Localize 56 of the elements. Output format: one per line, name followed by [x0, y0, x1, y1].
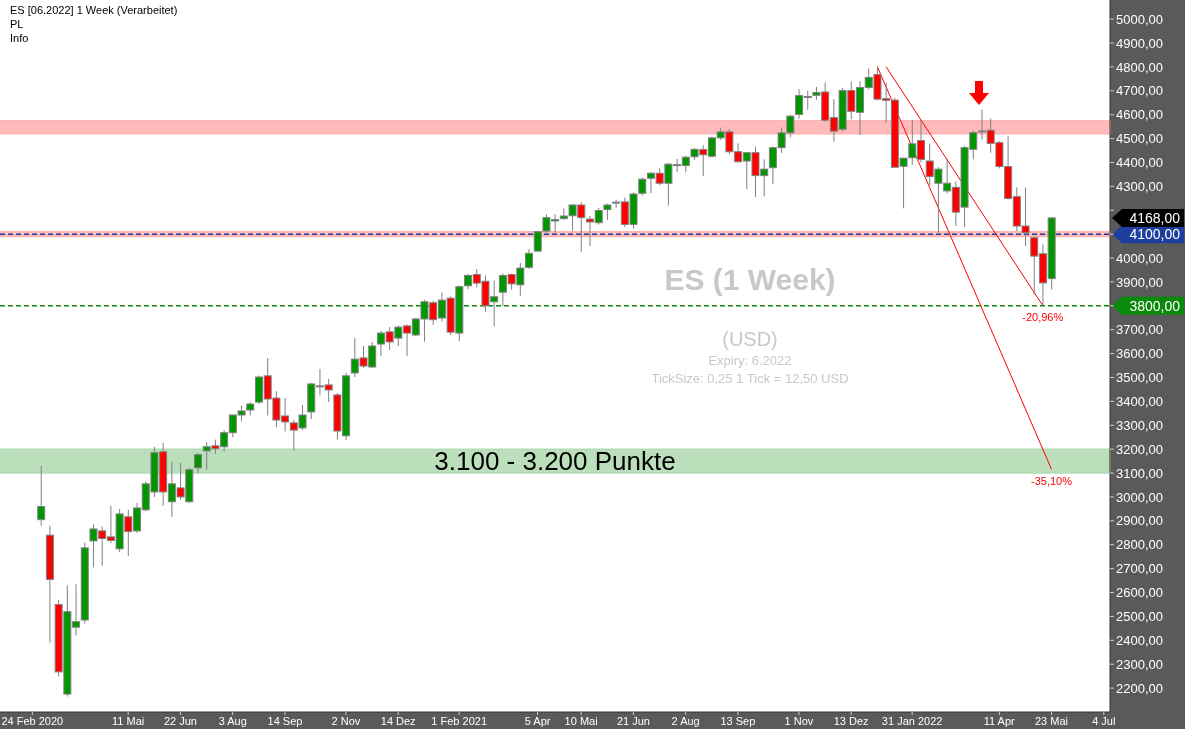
ref-line-label: 3800,00: [1129, 297, 1181, 314]
x-tick-label: 13 Sep: [720, 714, 756, 727]
x-tick-label: 14 Sep: [267, 714, 303, 727]
y-tick-label: 2400,00: [1116, 632, 1163, 648]
x-tick-label: 10 Mai: [564, 714, 598, 727]
y-tick-label: 3000,00: [1116, 489, 1163, 505]
annotation: -20,96%: [1022, 311, 1064, 324]
y-tick-label: 4900,00: [1116, 35, 1163, 51]
y-tick-label: 4300,00: [1116, 178, 1163, 194]
x-tick-label: 1 Feb 2021: [431, 714, 488, 727]
x-tick-label: 2 Nov: [331, 714, 361, 727]
candlestick: [194, 452, 202, 474]
x-tick-label: 4 Jul: [1092, 714, 1116, 727]
x-tick-label: 5 Apr: [524, 714, 551, 727]
x-tick-label: 21 Jun: [616, 714, 650, 727]
x-tick-label: 1 Nov: [784, 714, 814, 727]
annotation: -35,10%: [1031, 475, 1073, 488]
y-tick-label: 3500,00: [1116, 370, 1163, 386]
ref-line-label: 4100,00: [1129, 226, 1181, 243]
x-tick-label: 3 Aug: [218, 714, 247, 727]
y-tick-label: 3300,00: [1116, 417, 1163, 433]
y-tick-label: 4700,00: [1116, 83, 1163, 99]
chart-title: ES [06.2022] 1 Week (Verarbeitet): [10, 3, 178, 17]
y-tick-label: 3100,00: [1116, 465, 1163, 481]
annotation: Info: [10, 31, 30, 45]
x-tick-label: 13 Dez: [833, 714, 869, 727]
x-tick-label: 11 Apr: [983, 714, 1016, 727]
y-tick-label: 4800,00: [1116, 59, 1163, 75]
x-tick-label: 23 Mai: [1035, 714, 1069, 727]
x-tick-label: 31 Jan 2022: [881, 714, 943, 727]
text: 4168,00: [1129, 209, 1181, 226]
y-tick-label: 5000,00: [1116, 11, 1163, 27]
x-tick-label: 22 Jun: [163, 714, 197, 727]
y-tick-label: 3200,00: [1116, 441, 1163, 457]
x-tick-label: 2 Aug: [671, 714, 700, 727]
y-tick-label: 4400,00: [1116, 155, 1163, 171]
annotation: PL: [10, 17, 25, 31]
candlestick: [37, 465, 46, 527]
y-tick-label: 2800,00: [1116, 537, 1163, 553]
y-tick-label: 3900,00: [1116, 274, 1163, 290]
y-tick-label: 2900,00: [1116, 513, 1163, 529]
x-tick-label: 24 Feb 2020: [1, 714, 64, 727]
y-tick-label: 2200,00: [1116, 680, 1163, 696]
y-tick-label: 3400,00: [1116, 394, 1163, 410]
y-tick-label: 4000,00: [1116, 250, 1163, 266]
y-tick-label: 3600,00: [1116, 346, 1163, 362]
y-tick-label: 2700,00: [1116, 561, 1163, 577]
band-label: 3.100 - 3.200 Punkte: [434, 446, 676, 477]
y-tick-label: 2600,00: [1116, 585, 1163, 601]
y-tick-label: 2500,00: [1116, 609, 1163, 625]
y-tick-label: 4500,00: [1116, 131, 1163, 147]
y-tick-label: 3700,00: [1116, 322, 1163, 338]
x-tick-label: 11 Mai: [112, 714, 145, 727]
y-tick-label: 4600,00: [1116, 107, 1163, 123]
x-tick-label: 14 Dez: [380, 714, 416, 727]
y-tick-label: 2300,00: [1116, 656, 1163, 672]
